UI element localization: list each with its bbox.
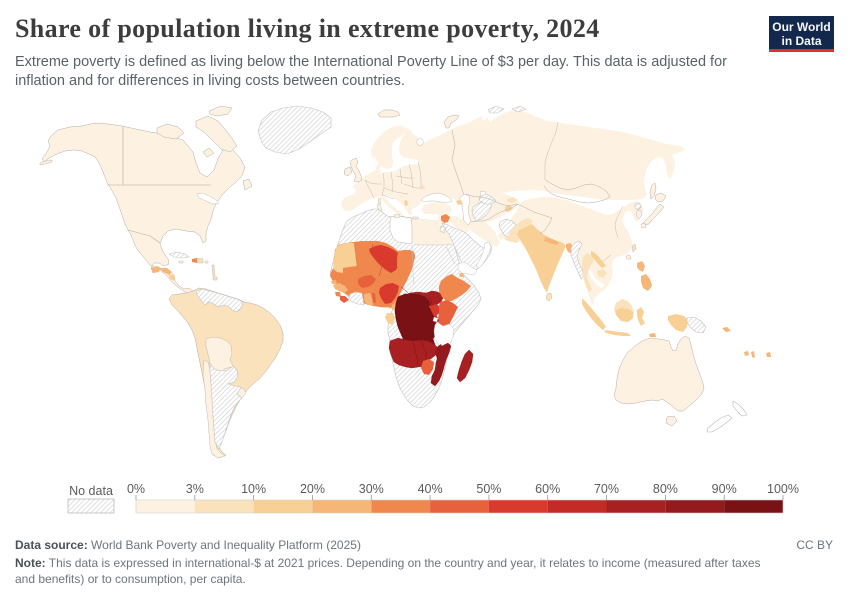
- svg-text:No data: No data: [69, 484, 113, 498]
- svg-text:40%: 40%: [418, 482, 443, 496]
- svg-text:3%: 3%: [186, 482, 204, 496]
- svg-text:80%: 80%: [653, 482, 678, 496]
- svg-text:10%: 10%: [241, 482, 266, 496]
- svg-text:50%: 50%: [476, 482, 501, 496]
- svg-text:60%: 60%: [535, 482, 560, 496]
- svg-text:90%: 90%: [712, 482, 737, 496]
- svg-text:70%: 70%: [594, 482, 619, 496]
- svg-text:30%: 30%: [359, 482, 384, 496]
- svg-text:100%: 100%: [767, 482, 799, 496]
- svg-text:20%: 20%: [300, 482, 325, 496]
- svg-text:0%: 0%: [127, 482, 145, 496]
